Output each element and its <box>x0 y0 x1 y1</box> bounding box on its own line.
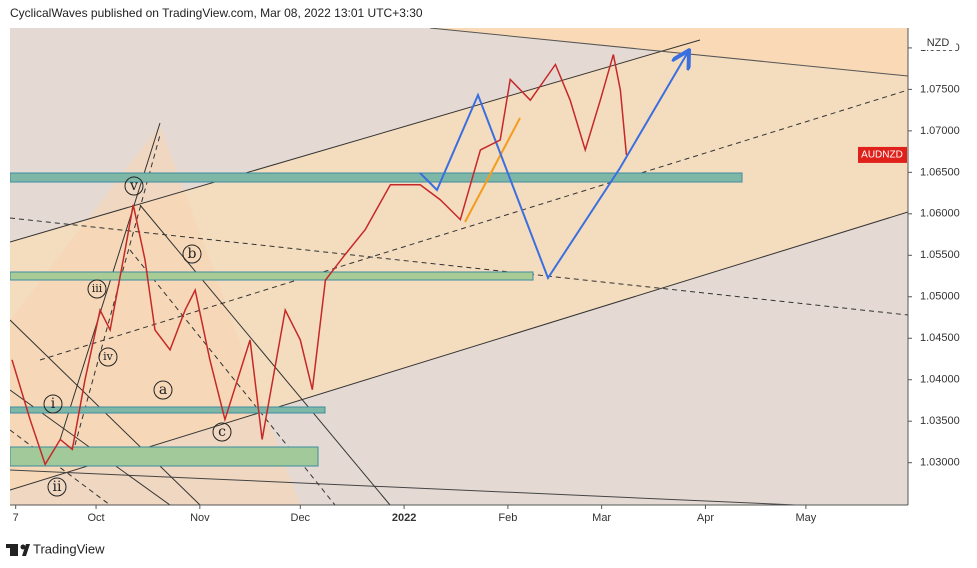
x-tick-label: Apr <box>697 512 714 524</box>
y-tick-label: 1.07000 <box>920 125 960 137</box>
symbol-tag <box>858 146 907 163</box>
currency: NZD <box>927 37 950 49</box>
x-tick-label: Nov <box>190 512 210 524</box>
wave-circle <box>153 380 173 400</box>
wave-circle <box>47 477 67 497</box>
wave-circle <box>87 279 107 299</box>
y-tick-label: 1.04000 <box>920 374 960 386</box>
y-tick-label: 1.04500 <box>920 332 960 344</box>
wave-label: ii <box>53 479 62 495</box>
wave-label: iv <box>103 350 114 363</box>
y-tick-label: 1.03000 <box>920 457 960 469</box>
price-line <box>11 54 628 467</box>
wave-circle <box>124 176 144 196</box>
wave-circle <box>98 347 118 367</box>
x-tick-label: May <box>795 512 816 524</box>
wave-label: v <box>129 178 138 194</box>
y-tick-label: 1.03500 <box>920 415 960 427</box>
wave-label: i <box>51 396 56 412</box>
y-tick-label: 1.05000 <box>920 291 960 303</box>
wave-circle <box>212 422 232 442</box>
wave-label: a <box>159 382 167 398</box>
x-tick-label: Dec <box>291 512 311 524</box>
y-tick-label: 1.05500 <box>920 249 960 261</box>
x-tick-label: Oct <box>87 512 104 524</box>
header: CyclicalWaves published on TradingView.c… <box>10 6 423 20</box>
x-tick-label: Mar <box>592 512 611 524</box>
wave-label: iii <box>92 282 103 295</box>
y-tick-label: 1.06500 <box>920 166 960 178</box>
x-tick-label: 2022 <box>392 512 416 524</box>
symbol-tag-label: AUDNZD <box>861 150 903 161</box>
x-tick-label: 7 <box>13 512 19 524</box>
footer-logo <box>6 544 30 556</box>
wave-circle <box>182 244 202 264</box>
wave-label: b <box>188 246 197 262</box>
y-tick-label: 1.06000 <box>920 208 960 220</box>
footer: TradingView <box>33 541 105 556</box>
wave-label: c <box>218 424 226 440</box>
x-tick-label: Feb <box>498 512 517 524</box>
y-tick-label: 1.07500 <box>920 83 960 95</box>
wave-circle <box>43 394 63 414</box>
